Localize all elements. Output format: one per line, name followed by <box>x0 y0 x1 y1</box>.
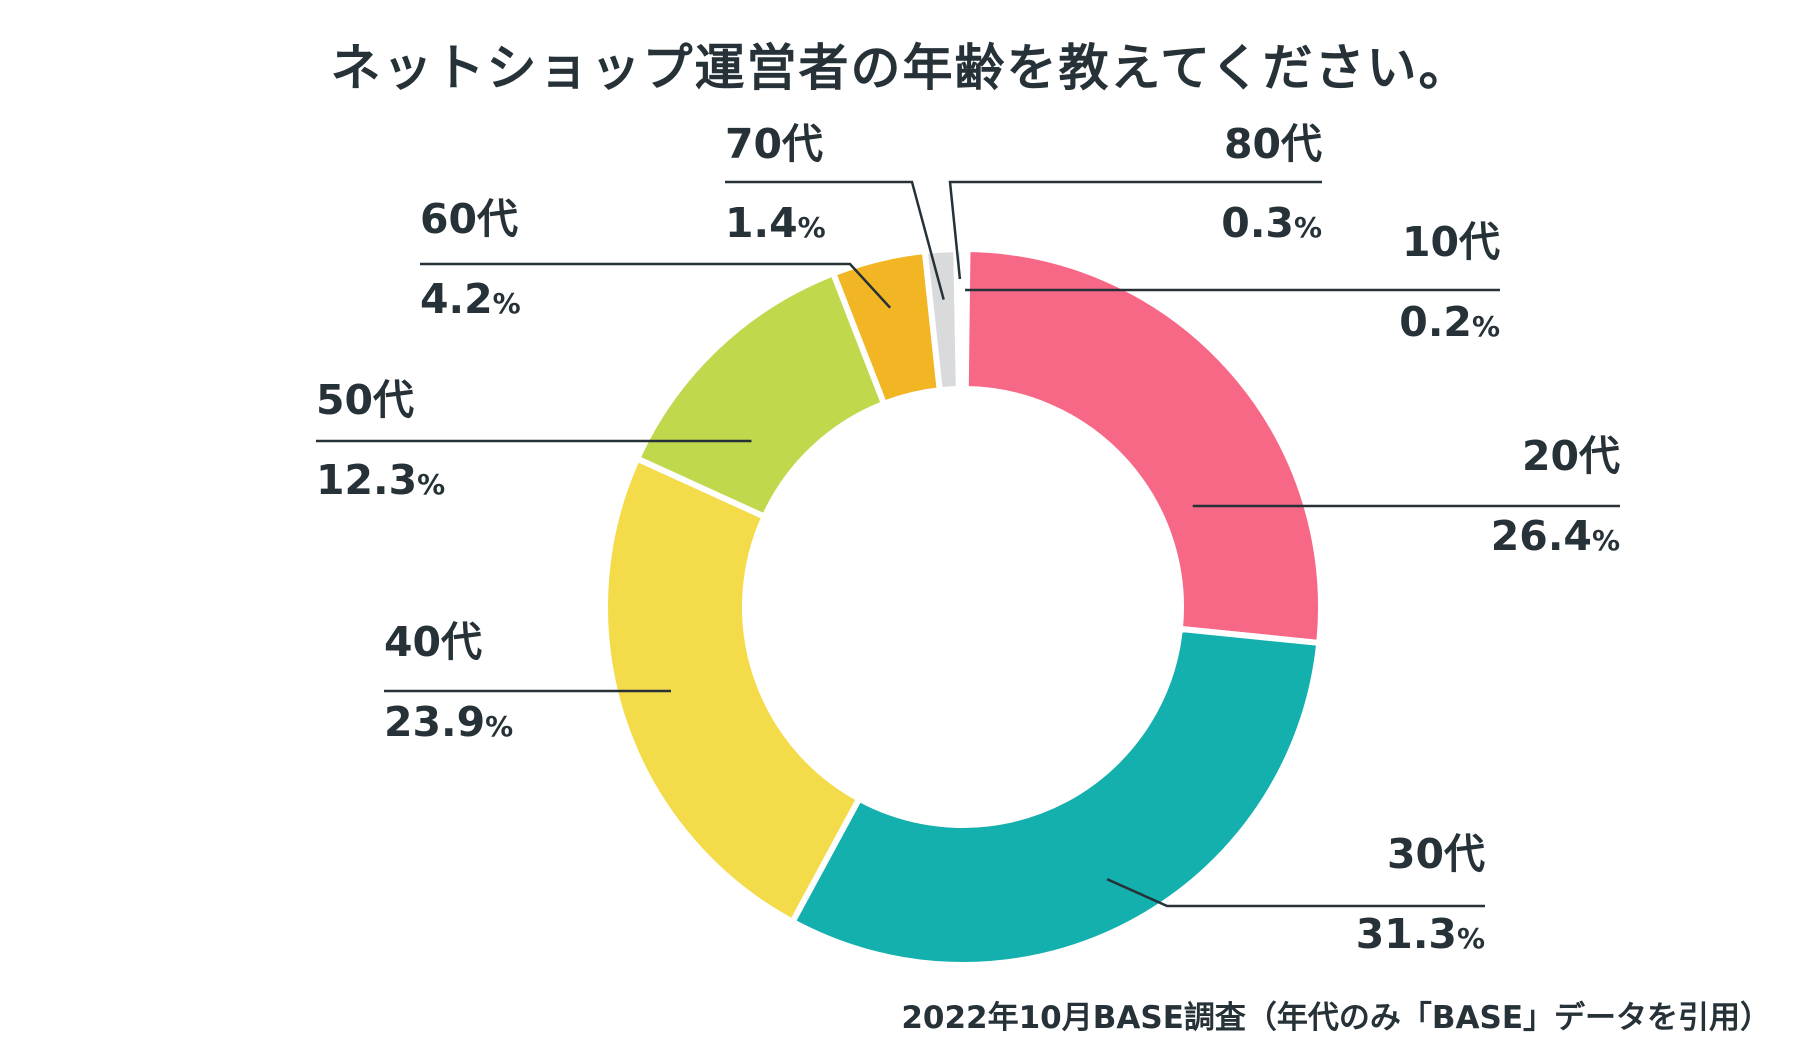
slice-label-6: 60代 <box>420 195 518 243</box>
slice-value-4: 23.9% <box>384 698 513 746</box>
leader-line-8 <box>948 180 1322 280</box>
chart-title: ネットショップ運営者の年齢を教えてください。 <box>330 39 1471 97</box>
slice-4 <box>602 455 863 925</box>
source-note: 2022年10月BASE調査（年代のみ「BASE」データを引用） <box>901 1000 1771 1036</box>
slice-2 <box>962 246 1324 646</box>
slice-label-2: 20代 <box>1522 432 1620 480</box>
leader-line-7 <box>725 180 945 300</box>
slice-8 <box>953 246 966 393</box>
slice-value-7: 1.4% <box>725 199 826 247</box>
slice-label-8: 80代 <box>1224 120 1322 168</box>
slice-value-2: 26.4% <box>1491 512 1620 560</box>
slice-label-3: 30代 <box>1387 830 1485 878</box>
leader-lines-group <box>316 180 1620 908</box>
slice-label-5: 50代 <box>316 376 414 424</box>
labels-group: 10代 0.2% 20代 26.4% 30代 31.3% 40代 23.9% 50代 12.3% 6… <box>316 120 1620 958</box>
slice-label-4: 40代 <box>384 618 482 666</box>
slice-label-7: 70代 <box>725 120 823 168</box>
slice-value-6: 4.2% <box>420 275 521 323</box>
leader-line-3 <box>1106 878 1485 908</box>
slices-group <box>602 245 1324 968</box>
slice-value-3: 31.3% <box>1356 910 1485 958</box>
slice-value-1: 0.2% <box>1399 298 1500 346</box>
slice-value-5: 12.3% <box>316 456 445 504</box>
leader-line-6 <box>420 262 892 309</box>
slice-value-8: 0.3% <box>1221 199 1322 247</box>
slice-label-1: 10代 <box>1402 218 1500 266</box>
slice-3 <box>789 625 1323 968</box>
